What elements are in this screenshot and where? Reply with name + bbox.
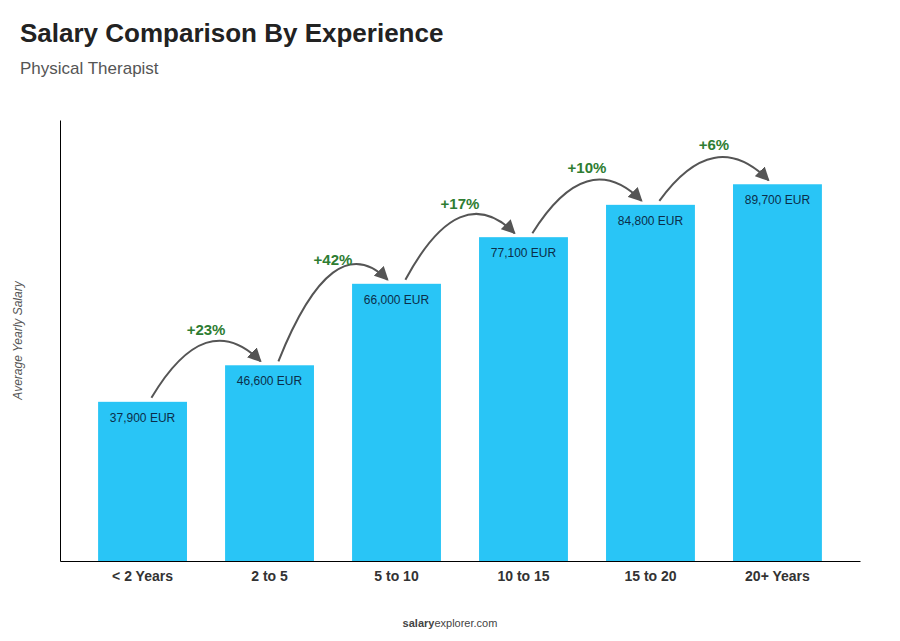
subtitle: Physical Therapist <box>20 59 159 78</box>
annotations: +23% +42% +17% +10% +6% <box>151 136 768 398</box>
bar <box>733 184 822 561</box>
y-axis-line <box>60 121 61 562</box>
x-tick: 5 to 10 <box>374 568 419 584</box>
x-tick: 10 to 15 <box>497 568 549 584</box>
arrow <box>532 180 641 234</box>
annotation: +17% <box>441 195 480 212</box>
plot: < 2 Years 2 to 5 5 to 10 10 to 15 15 to 20 20… <box>61 121 861 584</box>
arrow <box>278 264 387 361</box>
y-axis-title: Average Yearly Salary <box>11 280 25 400</box>
x-tick-label: 5 to 10 <box>374 568 419 584</box>
data-labels: 37,900 EUR 46,600 EUR 66,000 EUR 77,100 EUR… <box>110 193 811 425</box>
bar <box>98 402 187 561</box>
footer-part: explorer.com <box>434 617 497 629</box>
arrow <box>151 341 260 398</box>
x-tick: 15 to 20 <box>624 568 676 584</box>
x-tick-label: < 2 Years <box>112 568 173 584</box>
x-tick-label: 2 to 5 <box>251 568 288 584</box>
annotation: +10% <box>568 159 607 176</box>
arrow <box>659 157 768 201</box>
title: Salary Comparison By Experience <box>20 18 443 48</box>
x-tick-label: 20+ Years <box>745 568 810 584</box>
data-label: 89,700 EUR <box>745 193 811 207</box>
x-tick: < 2 Years <box>112 568 173 584</box>
bar <box>352 284 441 561</box>
annotation: +23% <box>187 321 226 338</box>
x-tick: 20+ Years <box>745 568 810 584</box>
data-label: 66,000 EUR <box>364 293 430 307</box>
x-tick-label: 10 to 15 <box>497 568 549 584</box>
bar <box>606 205 695 561</box>
x-axis: < 2 Years 2 to 5 5 to 10 10 to 15 15 to 20 20… <box>61 562 861 584</box>
footer: salaryexplorer.com <box>403 617 498 629</box>
bar <box>479 237 568 561</box>
x-tick-label: 15 to 20 <box>624 568 676 584</box>
annotation: +6% <box>699 136 729 153</box>
footer-part: salary <box>403 617 436 629</box>
chart: Salary Comparison By Experience Physical … <box>0 0 900 641</box>
y-axis <box>60 121 61 562</box>
annotation: +42% <box>314 251 353 268</box>
arrow <box>405 214 514 280</box>
bars <box>98 184 822 561</box>
data-label: 37,900 EUR <box>110 411 176 425</box>
x-tick: 2 to 5 <box>251 568 288 584</box>
data-label: 84,800 EUR <box>618 214 684 228</box>
data-label: 46,600 EUR <box>237 374 303 388</box>
x-axis-line <box>61 561 861 562</box>
bar <box>225 365 314 561</box>
data-label: 77,100 EUR <box>491 246 557 260</box>
